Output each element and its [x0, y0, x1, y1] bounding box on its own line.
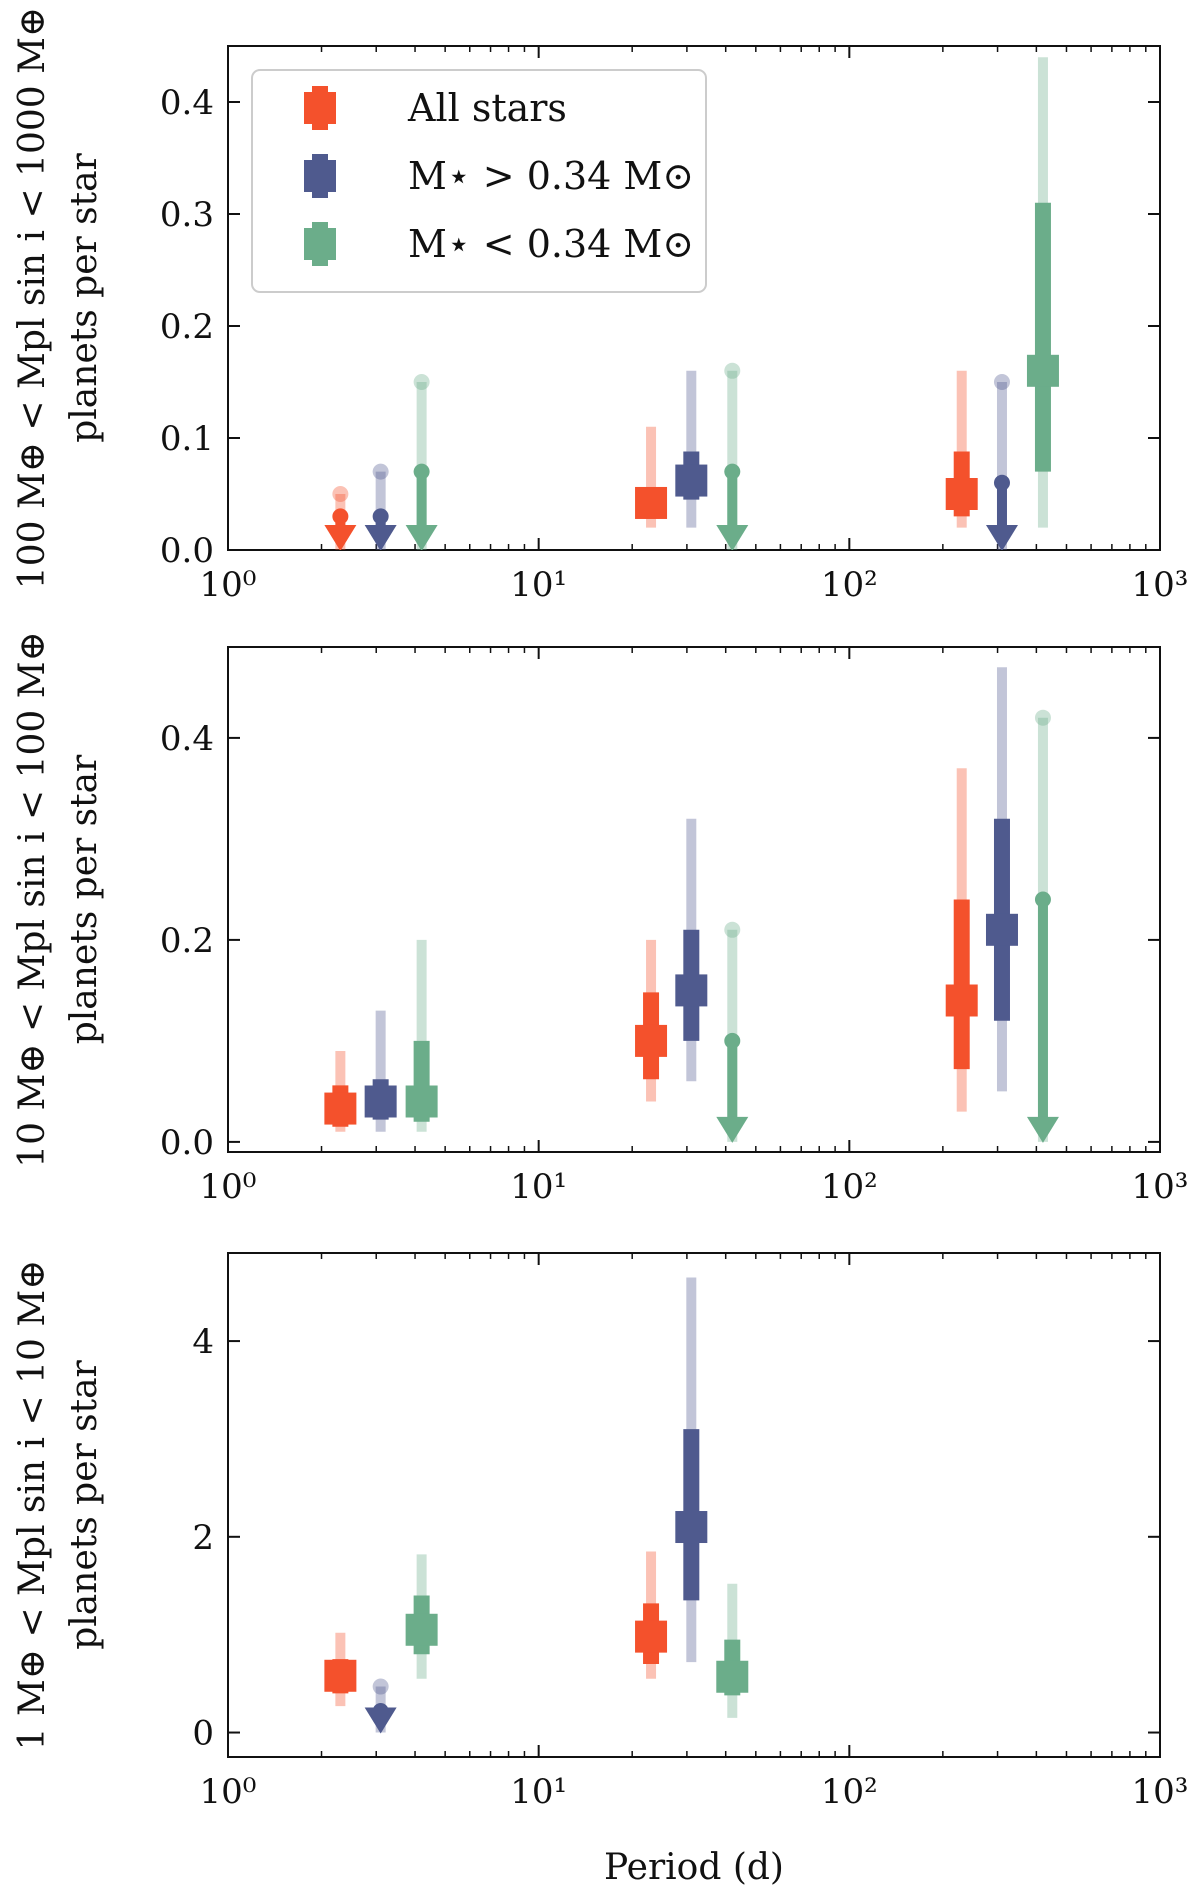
data-point-marker — [635, 486, 668, 519]
upper-limit-arrow — [364, 525, 397, 550]
data-point-marker — [675, 1511, 708, 1544]
data-layer — [324, 1277, 749, 1734]
y-axis-title: 1 M⊕ < Mpl sin i < 10 M⊕ — [12, 1260, 53, 1751]
series-high-mass — [364, 667, 1018, 1132]
x-tick-label: 10⁰ — [200, 1167, 257, 1207]
y-tick-label: 0.4 — [160, 83, 214, 123]
upper-limit-arrow — [985, 525, 1018, 550]
upper-limit-arrow — [1026, 1116, 1059, 1143]
upper-limit-68-marker — [372, 508, 389, 525]
plot-frame — [227, 45, 1161, 551]
y-axis-title: 10 M⊕ < Mpl sin i < 100 M⊕ — [12, 631, 53, 1168]
y-tick-label: 0.4 — [160, 719, 214, 759]
data-point-marker — [716, 1660, 749, 1693]
data-point-marker — [985, 913, 1018, 946]
upper-limit-95-marker — [993, 374, 1010, 390]
data-layer — [324, 667, 1059, 1143]
series-low-mass — [405, 57, 1059, 550]
plot-frame — [227, 1252, 1161, 1758]
upper-limit-arrow — [324, 525, 357, 550]
data-point-marker — [675, 464, 708, 497]
upper-limit-95-marker — [372, 1678, 389, 1695]
data-point-marker — [1026, 354, 1059, 387]
upper-limit-68-marker — [724, 463, 741, 480]
upper-limit-95-marker — [372, 463, 389, 480]
data-point-marker — [945, 478, 978, 510]
data-point-marker — [405, 1085, 438, 1118]
x-axis-title: Period (d) — [604, 1847, 784, 1888]
legend: All stars M⋆ > 0.34 M⊙ M⋆ < 0.34 M⊙ — [251, 69, 707, 293]
legend-swatch-marker — [304, 228, 336, 260]
panel-giant-planets: 10⁰ 10¹ 10² 10³ 0.0 0.1 0.2 0.3 0.4 100 M⊕ < Mpl … — [12, 7, 1188, 605]
y-tick-label: 0.2 — [160, 921, 214, 961]
legend-box — [251, 69, 707, 293]
data-point-marker — [635, 1024, 668, 1057]
series-all-stars — [324, 768, 978, 1132]
legend-swatch-marker — [304, 92, 336, 124]
y-tick-label: 0.3 — [160, 195, 214, 235]
upper-limit-arrow — [405, 525, 438, 550]
y-tick-label: 2 — [192, 1518, 214, 1558]
y-tick-label: 0.1 — [160, 419, 214, 459]
data-point-marker — [324, 1092, 357, 1125]
series-all-stars — [324, 1551, 668, 1707]
upper-limit-95-marker — [724, 362, 741, 379]
upper-limit-68-marker — [1034, 891, 1051, 908]
series-low-mass — [405, 709, 1059, 1143]
series-high-mass — [364, 1277, 708, 1734]
series-all-stars — [324, 370, 978, 550]
series-high-mass — [364, 370, 1018, 550]
upper-limit-68-marker — [724, 1032, 741, 1049]
upper-limit-68-marker — [413, 463, 430, 480]
legend-swatch-marker — [304, 160, 336, 192]
x-tick-label: 10³ — [1132, 1167, 1189, 1207]
data-point-marker — [364, 1085, 397, 1118]
series-low-mass — [405, 1554, 749, 1718]
legend-label: All stars — [407, 86, 567, 130]
y-tick-label: 0.0 — [160, 531, 214, 571]
data-point-marker — [324, 1659, 357, 1692]
data-point-marker — [675, 974, 708, 1007]
data-point-marker — [945, 984, 978, 1017]
x-tick-label: 10² — [821, 1167, 878, 1207]
legend-label: M⋆ < 0.34 M⊙ — [408, 222, 694, 266]
y-tick-label: 4 — [192, 1322, 214, 1362]
plot-frame — [227, 646, 1161, 1153]
y-tick-label: 0 — [192, 1714, 214, 1754]
y-tick-label: 0.0 — [160, 1123, 214, 1163]
upper-limit-arrow — [716, 525, 749, 550]
panel-neptune-planets: 10⁰ 10¹ 10² 10³ 0.0 0.2 0.4 10 M⊕ < Mpl sin i <… — [12, 631, 1188, 1207]
x-tick-label: 10² — [821, 565, 878, 605]
y-axis-subtitle: planets per star — [64, 152, 105, 442]
x-tick-label: 10⁰ — [200, 565, 257, 605]
x-tick-label: 10² — [821, 1772, 878, 1812]
x-tick-label: 10³ — [1132, 1772, 1189, 1812]
upper-limit-95-marker — [413, 374, 430, 390]
upper-limit-arrow — [716, 1116, 749, 1143]
y-axis-subtitle: planets per star — [64, 754, 105, 1044]
upper-limit-95-marker — [1034, 709, 1051, 726]
legend-label: M⋆ > 0.34 M⊙ — [408, 154, 694, 198]
x-tick-label: 10⁰ — [200, 1772, 257, 1812]
x-tick-label: 10³ — [1132, 565, 1189, 605]
x-tick-label: 10¹ — [510, 1772, 567, 1812]
y-axis-title: 100 M⊕ < Mpl sin i < 1000 M⊕ — [12, 7, 53, 589]
upper-limit-68-marker — [993, 474, 1010, 491]
upper-limit-95-marker — [332, 486, 349, 502]
y-tick-label: 0.2 — [160, 307, 214, 347]
upper-limit-68-marker — [332, 508, 349, 525]
upper-limit-95-marker — [724, 921, 741, 938]
x-tick-label: 10¹ — [510, 1167, 567, 1207]
data-layer — [324, 57, 1059, 550]
x-tick-label: 10¹ — [510, 565, 567, 605]
panel-super-earth-planets: 10⁰ 10¹ 10² 10³ 0 2 4 1 M⊕ < Mpl sin i < 10 M⊕ p… — [12, 1252, 1189, 1888]
y-axis-subtitle: planets per star — [64, 1359, 105, 1649]
data-point-marker — [405, 1613, 438, 1646]
upper-limit-arrow — [364, 1707, 397, 1734]
data-point-marker — [635, 1620, 668, 1653]
